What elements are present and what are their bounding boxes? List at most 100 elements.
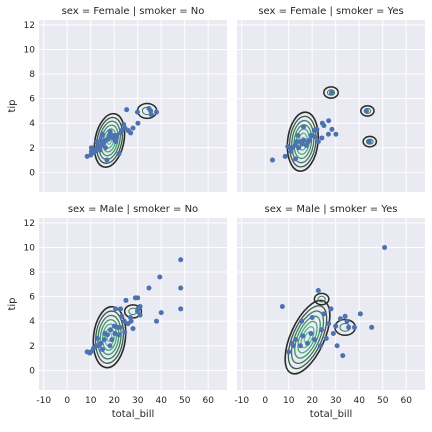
panel-title: sex = Male | smoker = Yes: [265, 204, 398, 215]
kde-contour-level: [291, 119, 315, 164]
kde-contour-blob: [313, 292, 330, 306]
x-tick-label: 40: [155, 396, 167, 406]
data-point: [112, 330, 118, 336]
data-point: [328, 89, 334, 95]
data-point: [110, 135, 116, 141]
x-tick-label: 50: [377, 396, 389, 406]
kde-contour-level: [94, 310, 125, 364]
data-point: [330, 330, 336, 336]
y-tick-label: 10: [24, 243, 36, 253]
kde-contour-level: [92, 305, 127, 369]
kde-contour-blob: [362, 135, 378, 148]
data-point: [113, 139, 119, 145]
scatter-points: [84, 105, 159, 163]
data-point: [130, 125, 136, 131]
panel-male-smoker: sex = Male | smoker = Yes -10 0 10 20 30 40 50…: [234, 204, 425, 420]
data-point: [104, 157, 110, 163]
data-point: [124, 107, 130, 113]
plot-area-background: [237, 20, 425, 192]
data-point: [99, 346, 105, 352]
data-point: [94, 335, 100, 341]
gridlines: [39, 218, 227, 390]
scatter-points: [269, 89, 372, 163]
y-tick-label: 8: [29, 70, 35, 80]
y-tick-label: 4: [29, 119, 35, 129]
y-tick-label: 12: [24, 21, 35, 31]
data-point: [308, 330, 314, 336]
kde-contour-level: [287, 305, 328, 370]
data-point: [103, 145, 109, 151]
y-tick-label: 6: [29, 95, 35, 105]
data-point: [178, 285, 184, 291]
kde-contour-level: [97, 314, 122, 360]
data-point: [94, 139, 100, 145]
gridlines: [39, 20, 227, 192]
data-point: [116, 151, 122, 157]
y-axis-label: tip: [7, 99, 18, 112]
kde-contour-blob: [360, 104, 375, 117]
data-point: [109, 337, 115, 343]
x-axis-label: total_bill: [310, 409, 353, 420]
data-point: [178, 257, 184, 263]
data-point: [121, 121, 127, 127]
data-point: [125, 128, 131, 134]
data-point: [119, 313, 125, 319]
x-tick-labels: -10 0 10 20 30 40 50 60: [234, 396, 412, 406]
data-point: [101, 337, 107, 343]
scatter-points: [279, 244, 388, 359]
data-point: [382, 244, 388, 250]
x-tick-label: 60: [400, 396, 412, 406]
x-tick-label: 40: [353, 396, 365, 406]
data-point: [93, 146, 99, 152]
data-point: [306, 137, 312, 143]
kde-contour-blob: [323, 86, 339, 99]
kde-contour-level: [99, 319, 120, 356]
panel-title: sex = Female | smoker = Yes: [258, 6, 403, 17]
x-tick-label: 20: [306, 396, 318, 406]
panel-male-nonsmoker: sex = Male | smoker = No 0 2 4 6 8 10 12 -10 0 1…: [7, 204, 227, 420]
kde-contour-level: [93, 112, 126, 168]
data-point: [346, 324, 352, 330]
data-point: [334, 343, 340, 349]
data-point: [285, 144, 291, 150]
data-point: [107, 327, 113, 333]
data-point: [134, 109, 140, 115]
data-point: [132, 295, 138, 301]
data-point: [135, 120, 141, 126]
x-tick-label: 20: [108, 396, 120, 406]
y-tick-labels: 0 2 4 6 8 10 12: [24, 219, 36, 376]
data-point: [312, 337, 318, 343]
y-tick-label: 2: [29, 144, 35, 154]
kde-contour-blob-inner: [326, 89, 336, 96]
data-point: [293, 337, 299, 343]
y-tick-label: 0: [29, 168, 35, 178]
data-point: [178, 306, 184, 312]
data-point: [111, 323, 117, 329]
x-axis-label: total_bill: [112, 409, 155, 420]
x-tick-label: 30: [330, 396, 342, 406]
y-tick-label: 10: [24, 45, 36, 55]
data-point: [344, 318, 350, 324]
data-point: [303, 142, 309, 148]
data-point: [319, 135, 325, 141]
data-point: [154, 109, 159, 115]
data-point: [103, 137, 109, 143]
x-tick-label: 0: [262, 396, 268, 406]
data-point: [369, 324, 375, 330]
data-point: [279, 303, 285, 309]
kde-contours: [284, 292, 357, 375]
panel-title: sex = Male | smoker = No: [68, 204, 198, 215]
data-point: [84, 349, 90, 355]
data-point: [123, 297, 129, 303]
x-tick-label: -10: [234, 396, 249, 406]
data-point: [91, 345, 97, 351]
data-point: [326, 118, 332, 124]
data-point: [352, 324, 357, 330]
data-point: [317, 343, 323, 349]
gridlines: [237, 218, 425, 390]
data-point: [321, 123, 327, 129]
data-point: [301, 137, 307, 143]
data-point: [305, 340, 310, 346]
plot-area-background: [39, 20, 227, 192]
data-point: [154, 318, 159, 324]
